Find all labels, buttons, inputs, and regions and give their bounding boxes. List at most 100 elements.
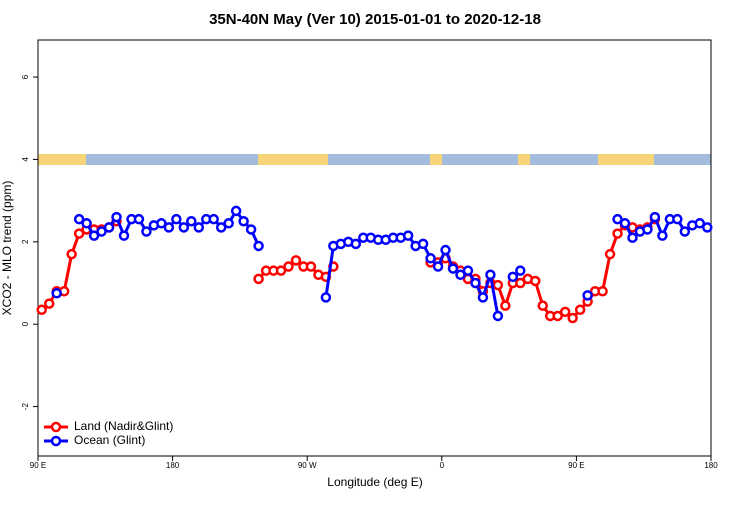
data-point (515, 277, 526, 289)
data-point (492, 279, 504, 291)
data-point (96, 226, 107, 237)
data-point (702, 222, 713, 233)
data-point (552, 310, 563, 322)
x-tick-label: 180 (704, 461, 718, 470)
mask-land (258, 154, 328, 165)
x-tick-label: 0 (440, 461, 445, 470)
data-point (440, 244, 451, 256)
data-point (43, 298, 55, 309)
data-point (51, 288, 62, 299)
data-point (283, 261, 294, 272)
data-point (402, 230, 414, 241)
data-point (470, 277, 481, 289)
data-point (574, 304, 586, 316)
data-point (238, 215, 249, 227)
data-point (320, 292, 332, 303)
data-point (163, 222, 175, 233)
legend-label: Land (Nadir&Glint) (74, 419, 173, 433)
data-point (515, 265, 526, 276)
data-point (223, 218, 234, 229)
data-point (305, 261, 317, 272)
data-point (679, 226, 691, 237)
data-point (582, 290, 593, 301)
data-point (619, 218, 631, 229)
data-point (559, 306, 571, 318)
data-point (604, 248, 616, 260)
data-point (642, 224, 653, 235)
data-point (73, 213, 85, 225)
data-point (178, 222, 190, 233)
y-tick-label: -2 (21, 402, 30, 410)
data-point (492, 310, 504, 322)
data-point (350, 238, 362, 250)
data-point (275, 265, 287, 276)
mask-land (518, 154, 530, 165)
data-point (215, 222, 227, 233)
data-point (186, 215, 197, 227)
x-tick-label: 90 W (298, 461, 317, 470)
data-point (103, 222, 115, 233)
data-point (66, 248, 77, 260)
data-point (462, 265, 474, 276)
x-axis-label: Longitude (deg E) (327, 475, 422, 489)
data-point (290, 255, 302, 266)
legend-marker (50, 435, 62, 447)
land-mask (38, 154, 711, 165)
data-point (141, 226, 152, 237)
data-point (81, 218, 92, 229)
data-point (657, 230, 668, 241)
data-point (193, 222, 205, 233)
x-tick-label: 90 E (568, 461, 584, 470)
data-point (253, 240, 264, 252)
data-point (253, 273, 264, 285)
data-point (447, 263, 459, 274)
legend-label: Ocean (Glint) (74, 433, 145, 447)
data-point (597, 285, 608, 297)
data-point (485, 269, 496, 281)
data-point (627, 232, 638, 243)
data-point (432, 261, 444, 272)
plot-frame (37, 39, 712, 457)
data-point (477, 292, 489, 303)
data-point (567, 312, 578, 324)
data-point (672, 213, 683, 225)
data-point (507, 271, 519, 283)
mask-ocean (38, 154, 711, 165)
data-point (612, 228, 623, 239)
data-point (417, 238, 429, 250)
mask-land (598, 154, 654, 165)
data-point (118, 230, 130, 241)
data-point (73, 228, 85, 239)
y-tick-label: 2 (21, 239, 30, 244)
data-point (88, 230, 100, 241)
data-point (111, 211, 122, 223)
x-tick-label: 90 E (30, 461, 46, 470)
mask-land (38, 154, 86, 165)
y-tick-label: 4 (21, 157, 30, 162)
data-point (530, 275, 541, 287)
x-tick-label: 180 (166, 461, 180, 470)
data-point (171, 213, 182, 225)
data-point (156, 218, 167, 229)
y-axis-label: XCO2 - MLO trend (ppm) (0, 181, 14, 316)
data-point (230, 205, 242, 217)
y-tick-label: 0 (21, 321, 30, 326)
legend: Land (Nadir&Glint)Ocean (Glint) (44, 419, 173, 447)
data-point (649, 211, 661, 223)
mask-land (430, 154, 442, 165)
data-point (455, 269, 466, 281)
data-point (500, 300, 511, 311)
data-point (245, 224, 257, 235)
data-point (133, 213, 145, 225)
data-point (36, 304, 47, 316)
data-point (694, 218, 706, 229)
data-point (537, 300, 548, 311)
chart-title: 35N-40N May (Ver 10) 2015-01-01 to 2020-… (209, 11, 541, 28)
data-point (425, 253, 436, 264)
legend-marker (50, 421, 62, 433)
data-point (208, 213, 219, 225)
data-point (612, 213, 623, 225)
y-tick-label: 6 (21, 74, 30, 79)
